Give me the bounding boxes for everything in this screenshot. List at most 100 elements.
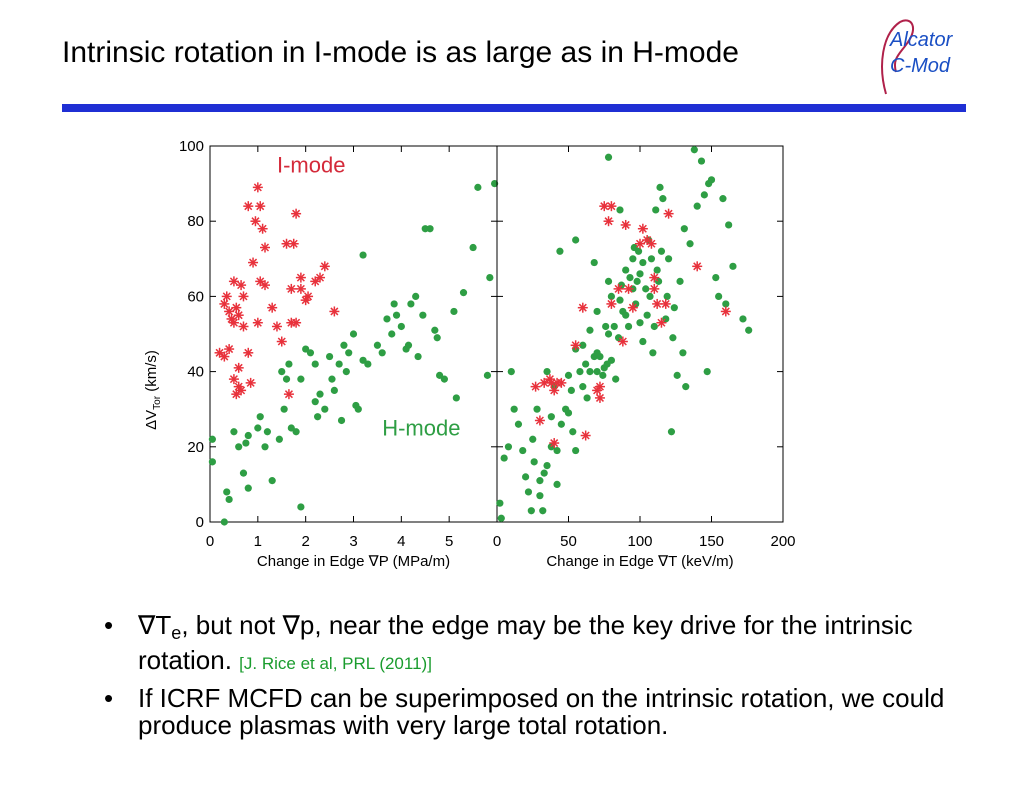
h-mode-point <box>497 514 505 522</box>
h-mode-point <box>690 146 698 154</box>
bullet-text-b: p, near the edge may be the key drive fo… <box>138 610 913 675</box>
h-mode-point <box>325 352 334 361</box>
h-mode-point <box>359 251 367 259</box>
i-mode-point <box>652 298 663 309</box>
h-mode-point <box>607 356 615 364</box>
h-mode-point <box>697 157 706 165</box>
h-mode-point <box>297 503 305 511</box>
h-mode-point <box>514 420 523 428</box>
h-mode-point <box>230 428 238 436</box>
h-mode-point <box>469 243 477 252</box>
h-mode-point <box>593 307 601 316</box>
h-mode-point <box>682 383 690 391</box>
h-mode-point <box>639 337 647 346</box>
i-mode-point <box>224 344 235 355</box>
i-mode-point <box>221 291 232 302</box>
i-mode-point <box>236 280 247 291</box>
h-mode-point <box>553 480 561 488</box>
i-mode-point <box>606 298 617 309</box>
bullet-item-1: • ∇Te, but not ∇p, near the edge may be … <box>104 612 984 677</box>
h-mode-point <box>256 413 264 421</box>
h-mode-point <box>345 349 353 357</box>
h-mode-point <box>223 488 231 496</box>
bullet-dot: • <box>104 610 114 640</box>
h-mode-point <box>719 195 727 203</box>
i-mode-point <box>283 389 294 400</box>
h-mode-point <box>342 368 350 376</box>
h-mode-point <box>572 446 580 455</box>
h-mode-point <box>519 446 527 455</box>
h-mode-point <box>225 495 233 504</box>
h-mode-point <box>328 375 336 383</box>
i-mode-point <box>603 216 614 227</box>
i-mode-point <box>219 351 230 362</box>
i-mode-point <box>637 223 648 234</box>
i-mode-point <box>260 242 271 253</box>
h-mode-point <box>407 300 415 308</box>
h-mode-point <box>244 484 252 492</box>
h-mode-point <box>626 274 634 282</box>
h-mode-point <box>311 398 319 406</box>
i-mode-point <box>539 377 550 388</box>
h-mode-point <box>693 202 701 210</box>
i-mode-point <box>635 238 645 249</box>
h-mode-point <box>642 285 650 293</box>
h-mode-point <box>636 319 644 327</box>
i-mode-point <box>580 430 591 441</box>
h-mode-point <box>330 386 338 394</box>
subscript-e: e <box>171 623 182 643</box>
i-mode-point <box>623 283 634 294</box>
i-mode-point <box>570 340 581 351</box>
y-tick-label: 60 <box>187 288 204 305</box>
i-mode-point <box>720 306 731 317</box>
h-mode-point <box>652 206 660 214</box>
h-mode-point <box>579 383 587 391</box>
h-mode-point <box>275 435 283 443</box>
h-mode-point <box>564 371 573 379</box>
i-mode-point <box>243 347 254 358</box>
h-mode-point <box>636 270 644 278</box>
h-mode-point <box>649 349 657 357</box>
h-mode-point <box>583 394 591 402</box>
h-mode-point <box>722 300 730 308</box>
i-mode-point <box>238 321 249 332</box>
h-mode-point <box>729 262 737 270</box>
h-mode-point <box>244 431 252 440</box>
x-tick-label-left: 0 <box>206 533 214 550</box>
h-mode-point <box>491 180 499 188</box>
i-mode-point <box>219 298 230 309</box>
h-mode-point <box>593 368 601 376</box>
bullet-dot: • <box>104 683 114 713</box>
grad-symbol-2: ∇ <box>282 610 300 640</box>
h-mode-point <box>536 492 544 500</box>
h-mode-point <box>522 473 530 481</box>
i-mode-point <box>228 276 239 287</box>
x-tick-label-right: 0 <box>493 533 501 550</box>
h-mode-point <box>507 368 515 376</box>
y-tick-label: 80 <box>187 213 204 230</box>
i-mode-point <box>534 415 545 426</box>
h-mode-point <box>392 311 401 319</box>
i-mode-point <box>236 385 247 396</box>
h-mode-point <box>629 255 637 263</box>
bullet-text-a: , but not <box>181 610 283 640</box>
y-axis-label: ΔVTor (km/s) <box>143 350 163 430</box>
h-mode-point <box>604 277 613 285</box>
h-mode-point <box>725 221 733 229</box>
h-mode-point <box>414 352 422 361</box>
h-mode-point <box>596 352 604 361</box>
svg-text:ΔVTor (km/s): ΔVTor (km/s) <box>143 350 163 430</box>
y-label-v: V <box>143 410 160 420</box>
h-mode-point <box>572 236 580 244</box>
i-mode-point <box>660 298 671 309</box>
i-mode-point <box>303 291 314 302</box>
annotation-i-mode: I-mode <box>277 152 345 177</box>
h-mode-point <box>254 424 262 432</box>
x-tick-label-right: 100 <box>627 533 652 550</box>
h-mode-point <box>527 507 535 515</box>
h-mode-point <box>440 375 448 383</box>
h-mode-point <box>569 428 577 436</box>
h-mode-point <box>616 206 624 214</box>
x-tick-label-right: 150 <box>699 533 724 550</box>
x-axis-label-left: Change in Edge ∇P (MPa/m) <box>257 553 450 570</box>
